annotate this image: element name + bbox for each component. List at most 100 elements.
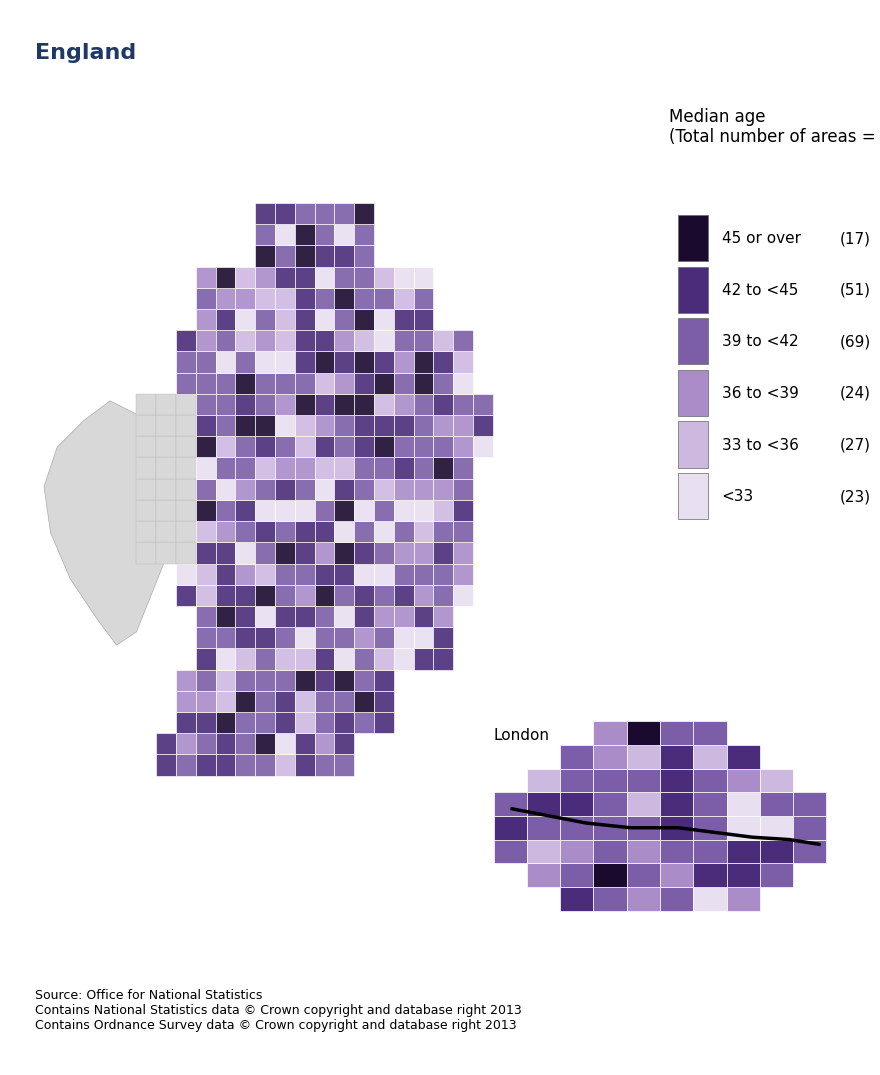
Bar <box>176 500 196 521</box>
Bar <box>216 373 236 393</box>
Bar <box>275 712 295 733</box>
Bar <box>275 542 295 563</box>
Bar <box>334 500 354 521</box>
Bar <box>315 458 334 478</box>
Bar <box>414 542 434 563</box>
Bar <box>255 500 275 521</box>
Text: 36 to <39: 36 to <39 <box>722 386 798 401</box>
Bar <box>414 267 434 288</box>
Bar <box>295 415 315 436</box>
Bar <box>157 436 176 458</box>
Bar <box>315 393 334 415</box>
Bar <box>176 352 196 373</box>
Bar <box>355 606 374 627</box>
Bar <box>236 585 255 606</box>
Bar <box>295 352 315 373</box>
Bar <box>334 373 354 393</box>
Bar <box>255 203 275 224</box>
Bar <box>176 393 196 415</box>
Bar <box>394 563 414 585</box>
Bar <box>414 352 434 373</box>
Bar <box>216 393 236 415</box>
Bar <box>157 458 176 478</box>
Bar <box>255 458 275 478</box>
Bar <box>196 352 216 373</box>
Text: Median age
(Total number of areas = 211): Median age (Total number of areas = 211) <box>669 108 880 146</box>
Bar <box>315 203 334 224</box>
Bar <box>216 309 236 330</box>
Bar <box>275 755 295 776</box>
Bar <box>255 648 275 670</box>
Bar <box>196 309 216 330</box>
Bar <box>216 458 236 478</box>
Bar <box>693 887 727 911</box>
Bar <box>453 458 473 478</box>
Bar <box>355 670 374 691</box>
Bar <box>315 436 334 458</box>
Bar <box>136 415 157 436</box>
Bar <box>275 415 295 436</box>
Bar <box>176 330 196 352</box>
Bar <box>216 670 236 691</box>
Bar <box>315 267 334 288</box>
Bar <box>727 792 759 816</box>
Bar <box>176 521 196 542</box>
Bar <box>355 691 374 712</box>
Bar <box>275 267 295 288</box>
Bar <box>255 606 275 627</box>
Bar <box>315 627 334 648</box>
Bar <box>236 267 255 288</box>
Bar <box>255 521 275 542</box>
Bar <box>236 373 255 393</box>
Bar <box>196 521 216 542</box>
Bar <box>355 245 374 267</box>
Bar <box>255 542 275 563</box>
Bar <box>374 288 394 309</box>
Bar <box>315 563 334 585</box>
Bar <box>374 585 394 606</box>
Bar <box>315 373 334 393</box>
Bar <box>394 330 414 352</box>
Bar <box>394 606 414 627</box>
Bar <box>255 330 275 352</box>
Bar <box>295 458 315 478</box>
Bar <box>374 330 394 352</box>
Bar <box>334 393 354 415</box>
Bar <box>315 415 334 436</box>
Bar <box>593 840 627 863</box>
Bar <box>196 648 216 670</box>
Bar <box>176 436 196 458</box>
Bar <box>727 816 759 840</box>
Bar <box>196 267 216 288</box>
Bar <box>216 521 236 542</box>
Bar <box>275 458 295 478</box>
Bar <box>527 863 561 887</box>
Bar <box>593 721 627 745</box>
Bar <box>295 436 315 458</box>
Bar <box>374 500 394 521</box>
Text: 39 to <42: 39 to <42 <box>722 334 798 349</box>
Bar <box>275 373 295 393</box>
Bar <box>196 627 216 648</box>
Bar <box>176 670 196 691</box>
Bar <box>355 267 374 288</box>
Bar <box>334 585 354 606</box>
Bar <box>176 712 196 733</box>
Bar <box>255 733 275 755</box>
Bar <box>759 840 793 863</box>
Bar <box>196 373 216 393</box>
Bar <box>196 330 216 352</box>
Bar <box>453 373 473 393</box>
Bar <box>453 585 473 606</box>
Bar <box>394 521 414 542</box>
Bar <box>355 203 374 224</box>
Bar <box>660 840 693 863</box>
Bar <box>494 816 527 840</box>
Bar <box>315 691 334 712</box>
Bar <box>453 330 473 352</box>
Bar <box>136 436 157 458</box>
Bar <box>660 863 693 887</box>
Bar <box>453 500 473 521</box>
Bar <box>255 245 275 267</box>
Bar <box>355 373 374 393</box>
